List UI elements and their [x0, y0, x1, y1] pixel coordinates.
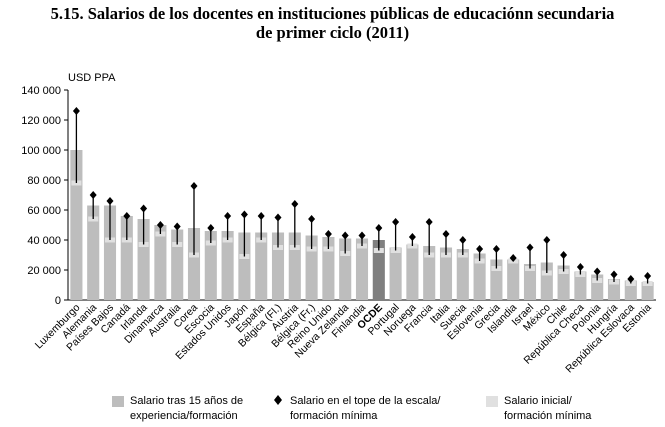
marker-top-of-scale	[274, 213, 282, 222]
y-axis-label: USD PPA	[68, 72, 116, 84]
y-tick-label: 80 000	[27, 175, 61, 187]
legend-label-top-of-scale-line2: formación mínima	[290, 410, 378, 422]
marker-top-of-scale	[492, 245, 500, 253]
legend-marker-top-of-scale	[274, 395, 282, 405]
bar-15-years	[238, 232, 251, 300]
marker-top-of-scale	[459, 236, 467, 244]
bar-15-years	[439, 247, 453, 300]
marker-top-of-scale	[324, 230, 332, 238]
bar-15-years	[305, 235, 318, 300]
y-tick-label: 120 000	[21, 115, 61, 127]
marker-top-of-scale	[627, 275, 635, 283]
marker-top-of-scale	[224, 212, 232, 220]
marker-top-of-scale	[509, 254, 517, 262]
marker-top-of-scale	[560, 251, 568, 259]
bar-15-years	[641, 282, 654, 300]
marker-top-of-scale	[173, 222, 181, 231]
bar-15-years	[70, 150, 83, 300]
bar-15-years	[507, 259, 520, 300]
bar-15-years	[557, 265, 570, 300]
marker-top-of-scale	[341, 231, 349, 240]
bar-15-years	[322, 237, 335, 300]
marker-top-of-scale	[476, 245, 484, 253]
marker-top-of-scale	[291, 200, 299, 208]
y-tick-label: 60 000	[27, 205, 61, 217]
legend-label-15-years-line2: experiencia/formación	[130, 410, 238, 422]
marker-top-of-scale	[543, 236, 551, 244]
marker-top-of-scale	[526, 243, 534, 252]
bar-15-years	[255, 232, 268, 300]
marker-top-of-scale	[425, 218, 433, 226]
bar-15-years	[221, 231, 234, 300]
marker-top-of-scale	[156, 221, 164, 229]
bar-15-years	[355, 238, 369, 300]
marker-top-of-scale	[375, 224, 383, 232]
marker-top-of-scale	[207, 224, 215, 232]
chart-title-line1: 5.15. Salarios de los docentes en instit…	[50, 4, 615, 23]
marker-top-of-scale	[240, 210, 248, 219]
bar-15-years	[473, 253, 486, 300]
y-tick-label: 20 000	[27, 265, 61, 277]
marker-top-of-scale	[593, 267, 601, 276]
y-tick-label: 40 000	[27, 235, 61, 247]
chart-title: 5.15. Salarios de los docentes en instit…	[0, 4, 665, 42]
bar-15-years	[154, 225, 167, 300]
y-tick-label: 140 000	[21, 85, 61, 97]
marker-top-of-scale	[140, 204, 148, 213]
marker-top-of-scale	[106, 197, 114, 205]
bar-15-years	[372, 240, 385, 300]
marker-top-of-scale	[408, 233, 416, 241]
bar-15-years	[171, 229, 184, 300]
legend-swatch-starting	[486, 396, 498, 407]
bar-15-years	[423, 246, 436, 300]
legend-label-starting-line2: formación mínima	[504, 410, 592, 422]
legend-label-top-of-scale: Salario en el tope de la escala/	[290, 395, 441, 407]
marker-top-of-scale	[644, 272, 652, 280]
marker-top-of-scale	[392, 218, 400, 226]
legend-swatch-15-years	[112, 396, 124, 407]
bar-15-years	[120, 216, 133, 300]
marker-top-of-scale	[308, 215, 316, 223]
y-tick-label: 0	[55, 295, 61, 307]
bar-15-years	[406, 244, 419, 300]
bar-15-years	[574, 271, 587, 300]
marker-top-of-scale	[610, 270, 618, 279]
marker-top-of-scale	[190, 182, 198, 190]
y-tick-label: 100 000	[21, 145, 61, 157]
marker-top-of-scale	[72, 107, 80, 115]
marker-top-of-scale	[442, 230, 450, 238]
marker-top-of-scale	[358, 231, 366, 240]
bar-15-years	[523, 264, 537, 300]
bar-15-years	[137, 219, 150, 300]
bar-15-years	[187, 228, 201, 300]
bar-15-years	[103, 205, 117, 300]
legend-label-starting: Salario inicial/	[504, 395, 573, 407]
marker-top-of-scale	[576, 263, 584, 271]
chart-title-line2: de primer ciclo (2011)	[255, 23, 410, 42]
legend-label-15-years: Salario tras 15 años de	[130, 395, 243, 407]
bar-15-years	[456, 249, 469, 300]
bar-15-years	[87, 205, 100, 300]
bar-15-years	[204, 231, 217, 300]
bar-15-years	[389, 247, 402, 300]
marker-top-of-scale	[123, 212, 131, 220]
marker-top-of-scale	[257, 212, 265, 220]
marker-top-of-scale	[89, 191, 97, 199]
